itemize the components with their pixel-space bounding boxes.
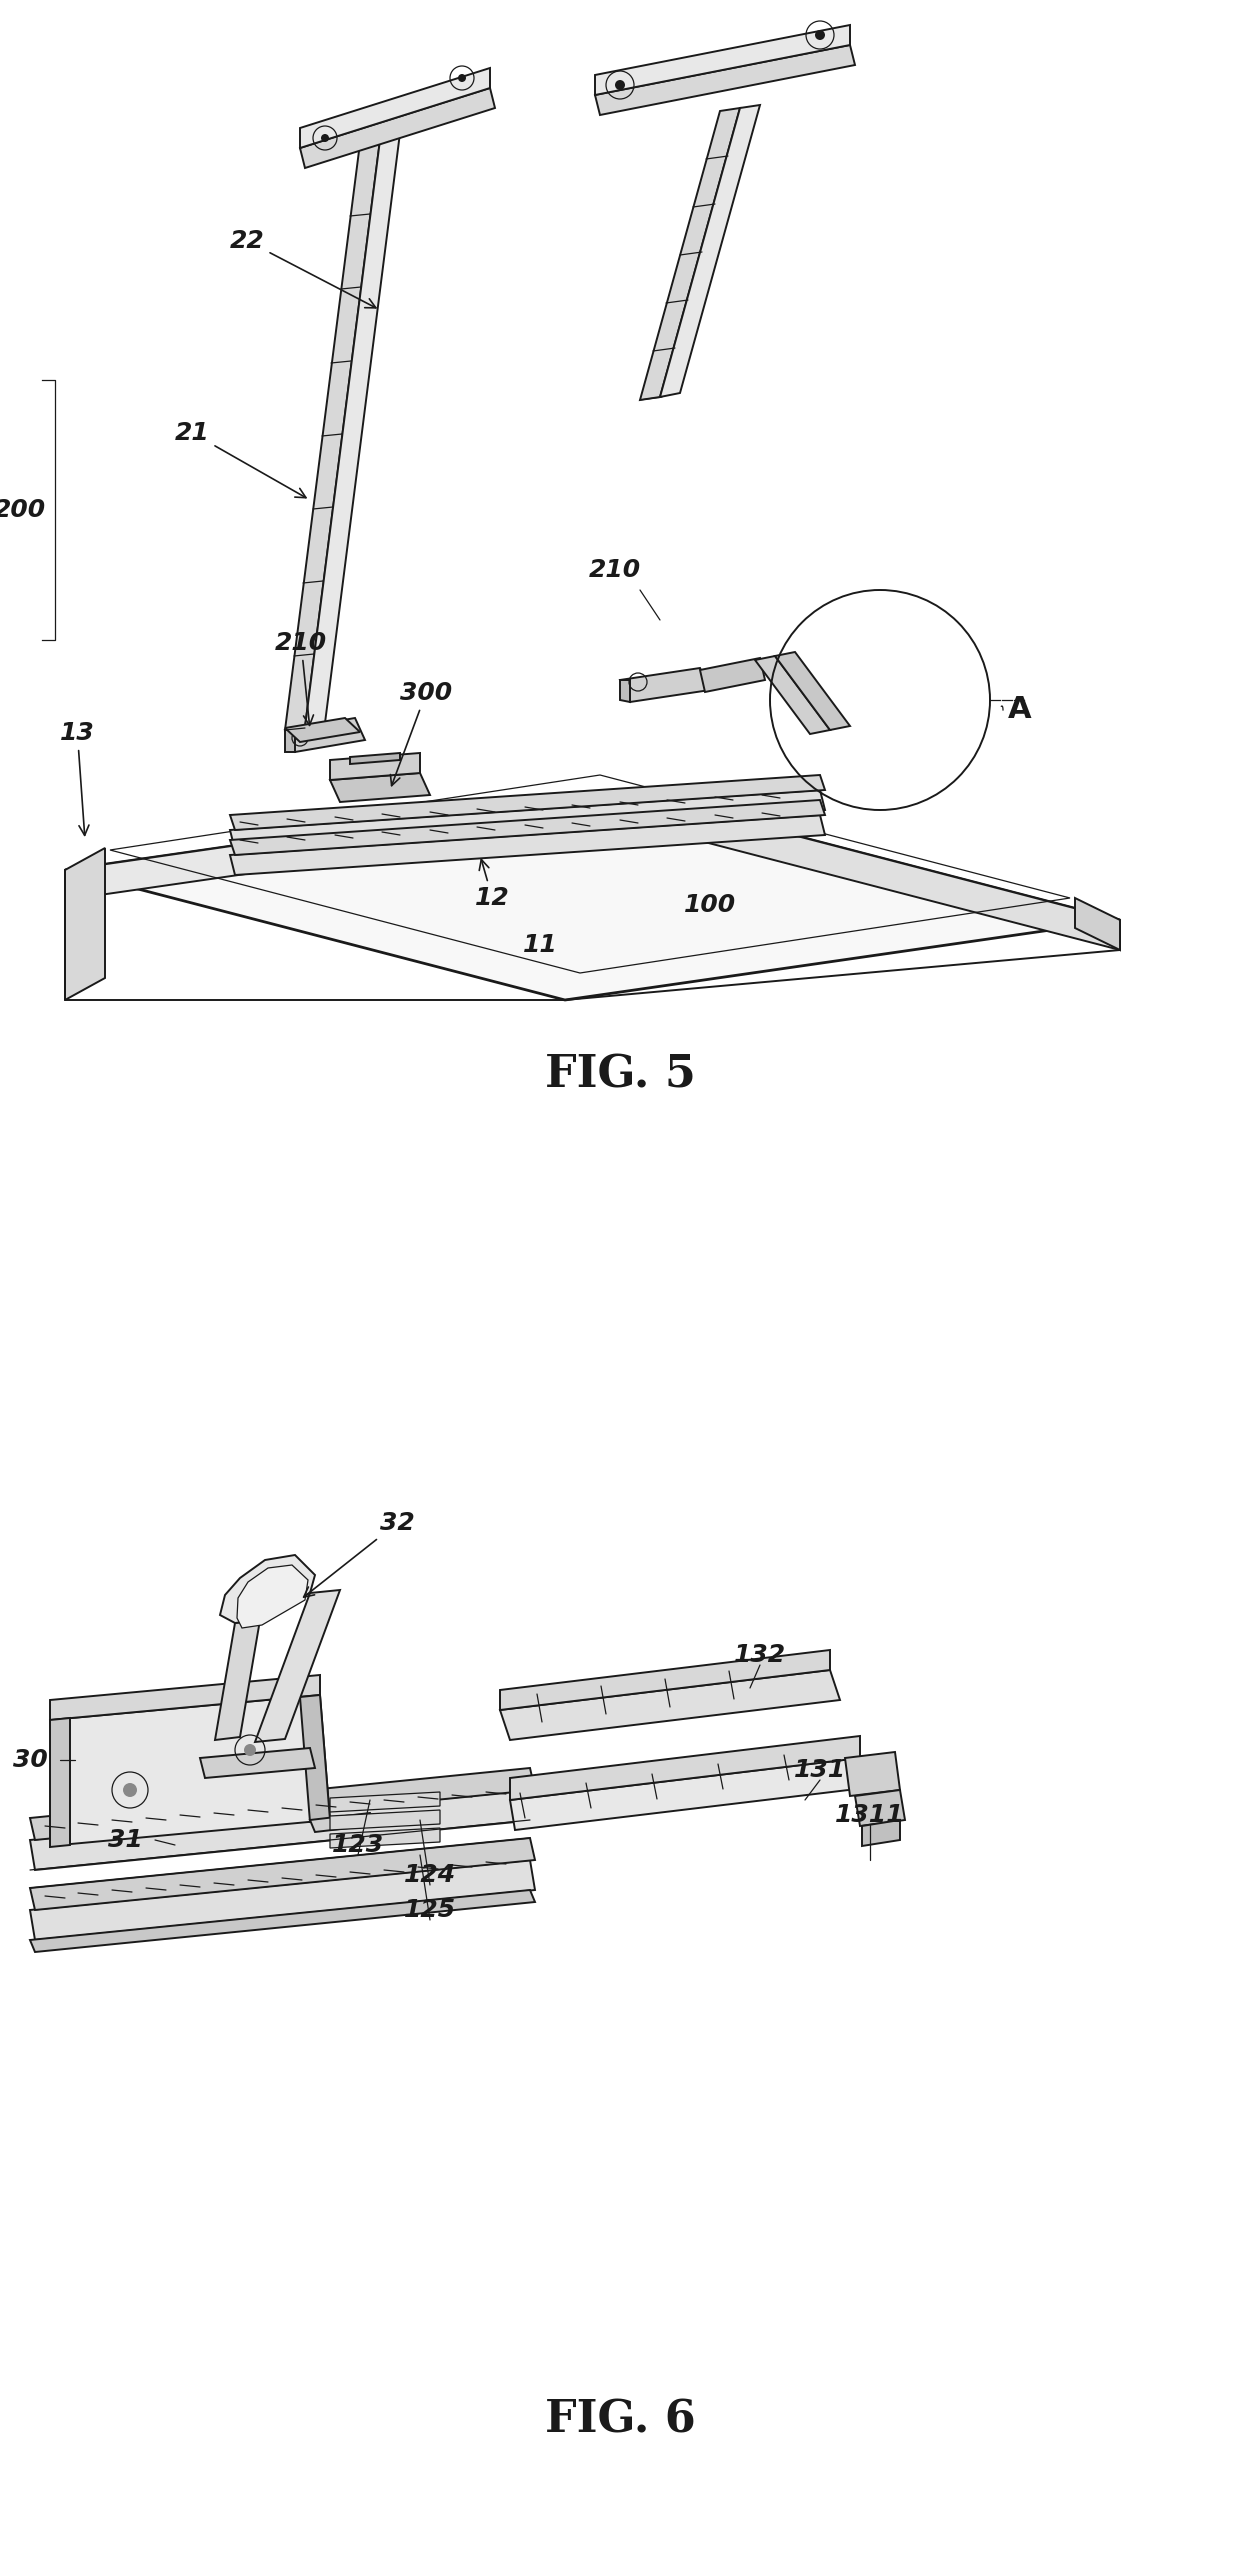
Polygon shape xyxy=(595,26,849,95)
Text: 1311: 1311 xyxy=(836,1802,905,1828)
Polygon shape xyxy=(50,1696,330,1846)
Circle shape xyxy=(321,134,329,142)
Text: 131: 131 xyxy=(794,1758,846,1781)
Polygon shape xyxy=(285,718,365,752)
Text: 210: 210 xyxy=(589,559,641,582)
Polygon shape xyxy=(237,1565,308,1627)
Polygon shape xyxy=(620,680,630,703)
Polygon shape xyxy=(255,1591,340,1743)
Text: FIG. 5: FIG. 5 xyxy=(544,1053,696,1097)
Polygon shape xyxy=(310,1812,374,1833)
Polygon shape xyxy=(30,1838,534,1910)
Text: 123: 123 xyxy=(332,1833,384,1856)
Circle shape xyxy=(815,31,825,41)
Text: 200: 200 xyxy=(0,497,46,523)
Text: 13: 13 xyxy=(60,721,94,837)
Polygon shape xyxy=(30,1768,534,1840)
Text: A: A xyxy=(1008,695,1032,723)
Polygon shape xyxy=(620,790,1120,950)
Text: 210: 210 xyxy=(275,631,327,726)
Polygon shape xyxy=(285,718,360,741)
Polygon shape xyxy=(229,790,825,849)
Polygon shape xyxy=(862,1820,900,1846)
Text: 21: 21 xyxy=(175,422,306,497)
Polygon shape xyxy=(50,1717,69,1848)
Polygon shape xyxy=(229,775,825,829)
Text: 31: 31 xyxy=(108,1828,143,1853)
Circle shape xyxy=(615,80,625,90)
Circle shape xyxy=(244,1745,255,1755)
Text: 300: 300 xyxy=(391,682,453,785)
Polygon shape xyxy=(660,106,760,396)
Polygon shape xyxy=(30,1889,534,1951)
Polygon shape xyxy=(330,772,430,803)
Polygon shape xyxy=(500,1650,830,1709)
Polygon shape xyxy=(330,1792,440,1812)
Polygon shape xyxy=(215,1619,260,1740)
Polygon shape xyxy=(755,656,830,734)
Polygon shape xyxy=(330,1828,440,1848)
Polygon shape xyxy=(219,1555,315,1624)
Polygon shape xyxy=(200,1748,315,1779)
Text: 22: 22 xyxy=(229,229,376,309)
Polygon shape xyxy=(701,659,765,692)
Text: 124: 124 xyxy=(404,1864,456,1887)
Text: 100: 100 xyxy=(684,893,737,916)
Text: 125: 125 xyxy=(404,1897,456,1923)
Polygon shape xyxy=(350,754,401,764)
Polygon shape xyxy=(510,1735,861,1799)
Polygon shape xyxy=(64,790,620,901)
Polygon shape xyxy=(640,108,740,399)
Polygon shape xyxy=(330,754,420,780)
Polygon shape xyxy=(300,67,490,147)
Polygon shape xyxy=(30,1861,534,1941)
Circle shape xyxy=(458,75,466,82)
Polygon shape xyxy=(229,801,825,855)
Circle shape xyxy=(298,736,303,741)
Polygon shape xyxy=(64,847,105,1001)
Polygon shape xyxy=(300,88,495,167)
Polygon shape xyxy=(300,1696,330,1822)
Circle shape xyxy=(123,1784,136,1797)
Polygon shape xyxy=(856,1789,905,1825)
Text: 132: 132 xyxy=(734,1642,786,1668)
Polygon shape xyxy=(620,669,711,703)
Text: 12: 12 xyxy=(475,860,510,911)
Polygon shape xyxy=(30,1789,534,1869)
Text: FIG. 6: FIG. 6 xyxy=(544,2399,696,2443)
Polygon shape xyxy=(64,790,1120,1001)
Text: 30: 30 xyxy=(12,1748,47,1771)
Polygon shape xyxy=(510,1758,866,1830)
Text: 11: 11 xyxy=(522,932,557,958)
Polygon shape xyxy=(775,651,849,731)
Polygon shape xyxy=(330,1810,440,1830)
Polygon shape xyxy=(305,134,401,726)
Polygon shape xyxy=(844,1753,900,1797)
Polygon shape xyxy=(285,139,379,731)
Polygon shape xyxy=(50,1676,320,1719)
Polygon shape xyxy=(1075,898,1120,950)
Polygon shape xyxy=(595,44,856,116)
Polygon shape xyxy=(500,1671,839,1740)
Polygon shape xyxy=(229,816,825,875)
Polygon shape xyxy=(285,731,295,752)
Text: 32: 32 xyxy=(304,1511,414,1596)
